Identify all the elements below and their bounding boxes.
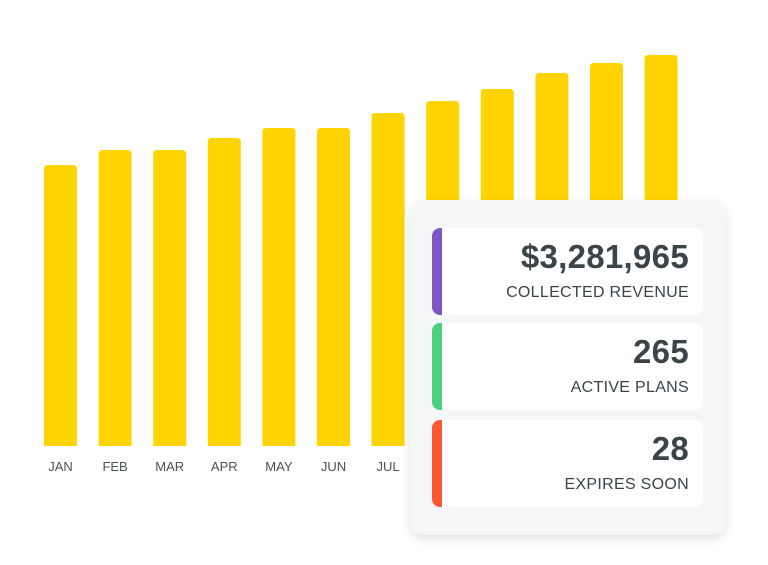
stat-accent-bar: [432, 323, 442, 410]
stat-value: $3,281,965: [520, 238, 689, 275]
x-tick-label: JUN: [321, 459, 346, 474]
stat-card-expires-soon: 28 EXPIRES SOON: [432, 420, 703, 507]
stat-card-collected-revenue: $3,281,965 COLLECTED REVENUE: [432, 228, 703, 315]
stats-panel: $3,281,965 COLLECTED REVENUE 265 ACTIVE …: [410, 200, 726, 535]
stat-value: 265: [633, 333, 689, 370]
x-tick-label: MAR: [155, 459, 184, 474]
x-tick-label: JUL: [377, 459, 400, 474]
bar-may: [262, 128, 296, 446]
bar-mar: [153, 150, 187, 446]
x-tick-label: MAY: [265, 459, 293, 474]
bar-jan: [44, 165, 77, 446]
stat-accent-bar: [432, 228, 442, 315]
stat-label: ACTIVE PLANS: [570, 379, 689, 396]
stat-card-active-plans: 265 ACTIVE PLANS: [432, 323, 703, 410]
stat-accent-bar: [432, 420, 442, 507]
x-tick-label: APR: [211, 459, 238, 474]
x-tick-label: FEB: [102, 459, 127, 474]
bar-jun: [317, 128, 350, 446]
x-tick-label: JAN: [48, 459, 73, 474]
stat-label: EXPIRES SOON: [564, 476, 689, 493]
stat-label: COLLECTED REVENUE: [506, 284, 689, 301]
bar-apr: [207, 138, 241, 446]
stat-value: 28: [651, 430, 689, 467]
bar-jul: [371, 113, 405, 446]
bar-feb: [98, 150, 132, 446]
